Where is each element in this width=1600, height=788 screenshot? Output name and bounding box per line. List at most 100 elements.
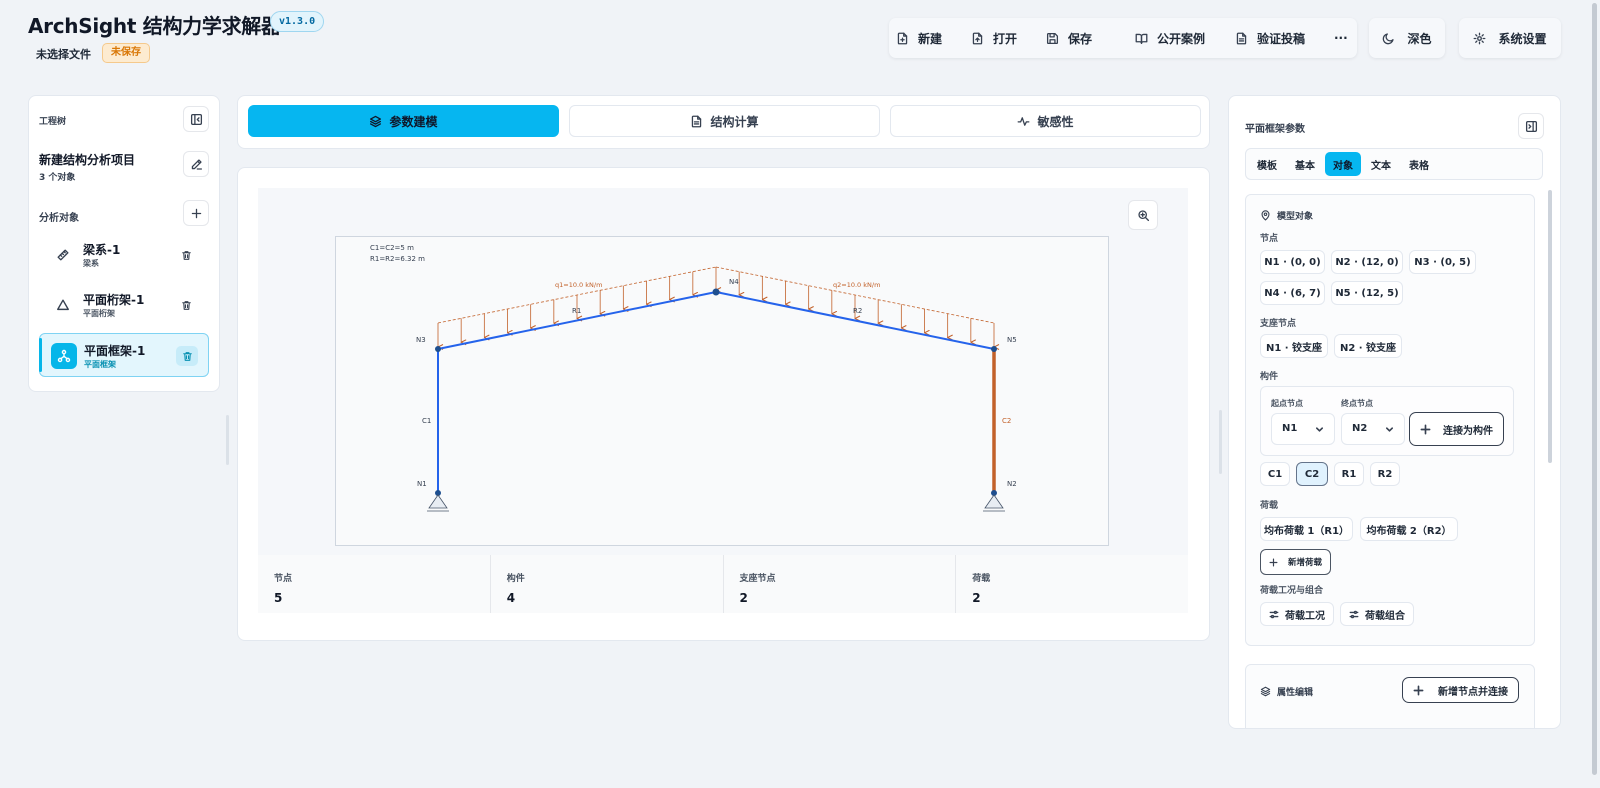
file-up-icon [972, 32, 983, 44]
tree-item-frame[interactable]: 平面框架-1 平面框架 [39, 333, 209, 377]
unsaved-badge: 未保存 [102, 43, 150, 63]
layers-icon [370, 115, 382, 127]
node-chip[interactable]: N1 · (0, 0) [1260, 250, 1325, 274]
support-chip[interactable]: N1 · 铰支座 [1260, 334, 1328, 358]
node-n5[interactable] [991, 346, 997, 352]
load-combo-button[interactable]: 荷载组合 [1340, 602, 1414, 626]
public-cases-button[interactable]: 公开案例 [1135, 18, 1205, 58]
start-node-select[interactable]: N1 [1271, 413, 1335, 445]
node-chip[interactable]: N4 · (6, 7) [1260, 281, 1325, 305]
zoom-button[interactable] [1128, 200, 1158, 230]
end-node-select[interactable]: N2 [1341, 413, 1405, 445]
file-status: 未选择文件 [36, 48, 91, 61]
delete-button[interactable] [175, 245, 197, 265]
member-r1[interactable] [437, 291, 717, 350]
stat-value: 4 [506, 591, 516, 605]
more-button[interactable]: ··· [1334, 18, 1348, 58]
tree-title: 工程树 [39, 117, 67, 127]
project-name: 新建结构分析项目 [39, 153, 136, 167]
load-case-label: 荷载工况 [1285, 610, 1325, 622]
pencil-icon [191, 158, 202, 170]
member-r2[interactable] [715, 291, 995, 350]
network-icon [51, 343, 77, 369]
settings-button[interactable]: 系统设置 [1459, 18, 1561, 58]
property-editor-section: 属性编辑 新增节点并连接 [1245, 664, 1535, 728]
plus-icon [191, 208, 201, 218]
more-icon: ··· [1334, 31, 1348, 45]
tab-parametric-modeling[interactable]: 参数建模 [248, 105, 559, 137]
tree-item-truss[interactable]: 平面桁架-1 平面桁架 [39, 283, 209, 327]
member-connect-box: 起点节点 终点节点 N1 N2 连接为构件 [1260, 386, 1514, 456]
load-chip[interactable]: 均布荷载 1（R1） [1260, 517, 1353, 541]
add-load-label: 新增荷载 [1287, 558, 1322, 568]
subtab-basic[interactable]: 基本 [1295, 160, 1315, 172]
gear-icon [1474, 32, 1486, 44]
info-rafter-lengths: R1=R2=6.32 m [370, 255, 425, 263]
end-node-label: 终点节点 [1341, 399, 1373, 408]
ruler-icon [50, 242, 76, 268]
new-button[interactable]: 新建 [896, 18, 942, 58]
member-chip-selected[interactable]: C2 [1296, 462, 1328, 486]
add-node-connect-button[interactable]: 新增节点并连接 [1402, 677, 1519, 703]
load-case-button[interactable]: 荷载工况 [1260, 602, 1334, 626]
node-n1[interactable] [435, 490, 441, 496]
node-label-n3: N3 [416, 336, 426, 344]
member-chip[interactable]: C1 [1260, 462, 1290, 486]
tab-sensitivity[interactable]: 敏感性 [890, 105, 1201, 137]
save-icon [1046, 32, 1059, 44]
verify-button[interactable]: 验证投稿 [1235, 18, 1305, 58]
load-arrows [438, 267, 994, 347]
right-panel-scrollbar[interactable] [1548, 190, 1552, 463]
file-text-icon [1236, 32, 1247, 44]
edit-project-button[interactable] [183, 151, 209, 177]
add-load-button[interactable]: 新增荷载 [1260, 549, 1331, 575]
open-label: 打开 [993, 31, 1018, 46]
drawing-canvas[interactable]: C1=C2=5 m R1=R2=6.32 m q1=10.0 kN/m q2=1… [258, 188, 1188, 555]
subtab-table[interactable]: 表格 [1409, 160, 1429, 172]
window-scrollbar-track [1591, 0, 1598, 788]
panel-title: 平面框架参数 [1245, 124, 1305, 135]
delete-button[interactable] [176, 346, 198, 366]
right-resize-handle[interactable] [1219, 410, 1222, 474]
delete-button[interactable] [175, 295, 197, 315]
support-chip[interactable]: N2 · 铰支座 [1334, 334, 1402, 358]
collapse-sidebar-button[interactable] [183, 106, 209, 132]
nodes-label: 节点 [1260, 234, 1279, 244]
window-scrollbar-thumb[interactable] [1592, 3, 1597, 775]
sliders-icon [1269, 610, 1279, 618]
connect-member-button[interactable]: 连接为构件 [1409, 412, 1504, 446]
param-subtabs: 模板 基本 对象 文本 表格 [1245, 148, 1543, 180]
tab-label: 参数建模 [389, 114, 438, 129]
subtab-text[interactable]: 文本 [1371, 160, 1391, 172]
moon-icon [1383, 32, 1395, 44]
connect-label: 连接为构件 [1443, 425, 1493, 437]
open-button[interactable]: 打开 [971, 18, 1017, 58]
collapse-right-panel-button[interactable] [1518, 113, 1544, 139]
node-chip[interactable]: N3 · (0, 5) [1409, 250, 1476, 274]
panel-right-close-icon [1525, 120, 1537, 132]
node-chip[interactable]: N5 · (12, 5) [1331, 281, 1403, 305]
subtab-objects[interactable]: 对象 [1325, 152, 1361, 176]
add-object-button[interactable] [183, 200, 209, 226]
node-n3[interactable] [435, 346, 441, 352]
node-n4[interactable] [712, 288, 720, 296]
tab-structural-calculation[interactable]: 结构计算 [569, 105, 880, 137]
stat-value: 2 [739, 591, 748, 605]
member-chip[interactable]: R2 [1370, 462, 1400, 486]
save-button[interactable]: 保存 [1046, 18, 1092, 58]
dark-mode-button[interactable]: 深色 [1369, 18, 1445, 58]
member-chip[interactable]: R1 [1334, 462, 1364, 486]
node-n2[interactable] [991, 490, 997, 496]
stat-nodes: 节点 5 [258, 555, 491, 613]
tab-label: 结构计算 [710, 114, 759, 129]
plus-icon [1269, 558, 1278, 566]
left-resize-handle[interactable] [226, 415, 229, 465]
frame-diagram: C1=C2=5 m R1=R2=6.32 m q1=10.0 kN/m q2=1… [370, 244, 1017, 512]
info-member-lengths: C1=C2=5 m [370, 244, 414, 252]
stat-label: 构件 [506, 574, 525, 584]
subtab-template[interactable]: 模板 [1257, 160, 1277, 172]
load-chip[interactable]: 均布荷载 2（R2） [1360, 517, 1458, 541]
tree-item-beam[interactable]: 梁系-1 梁系 [39, 233, 209, 277]
app-title: ArchSight 结构力学求解器 [28, 14, 281, 38]
node-chip[interactable]: N2 · (12, 0) [1331, 250, 1403, 274]
